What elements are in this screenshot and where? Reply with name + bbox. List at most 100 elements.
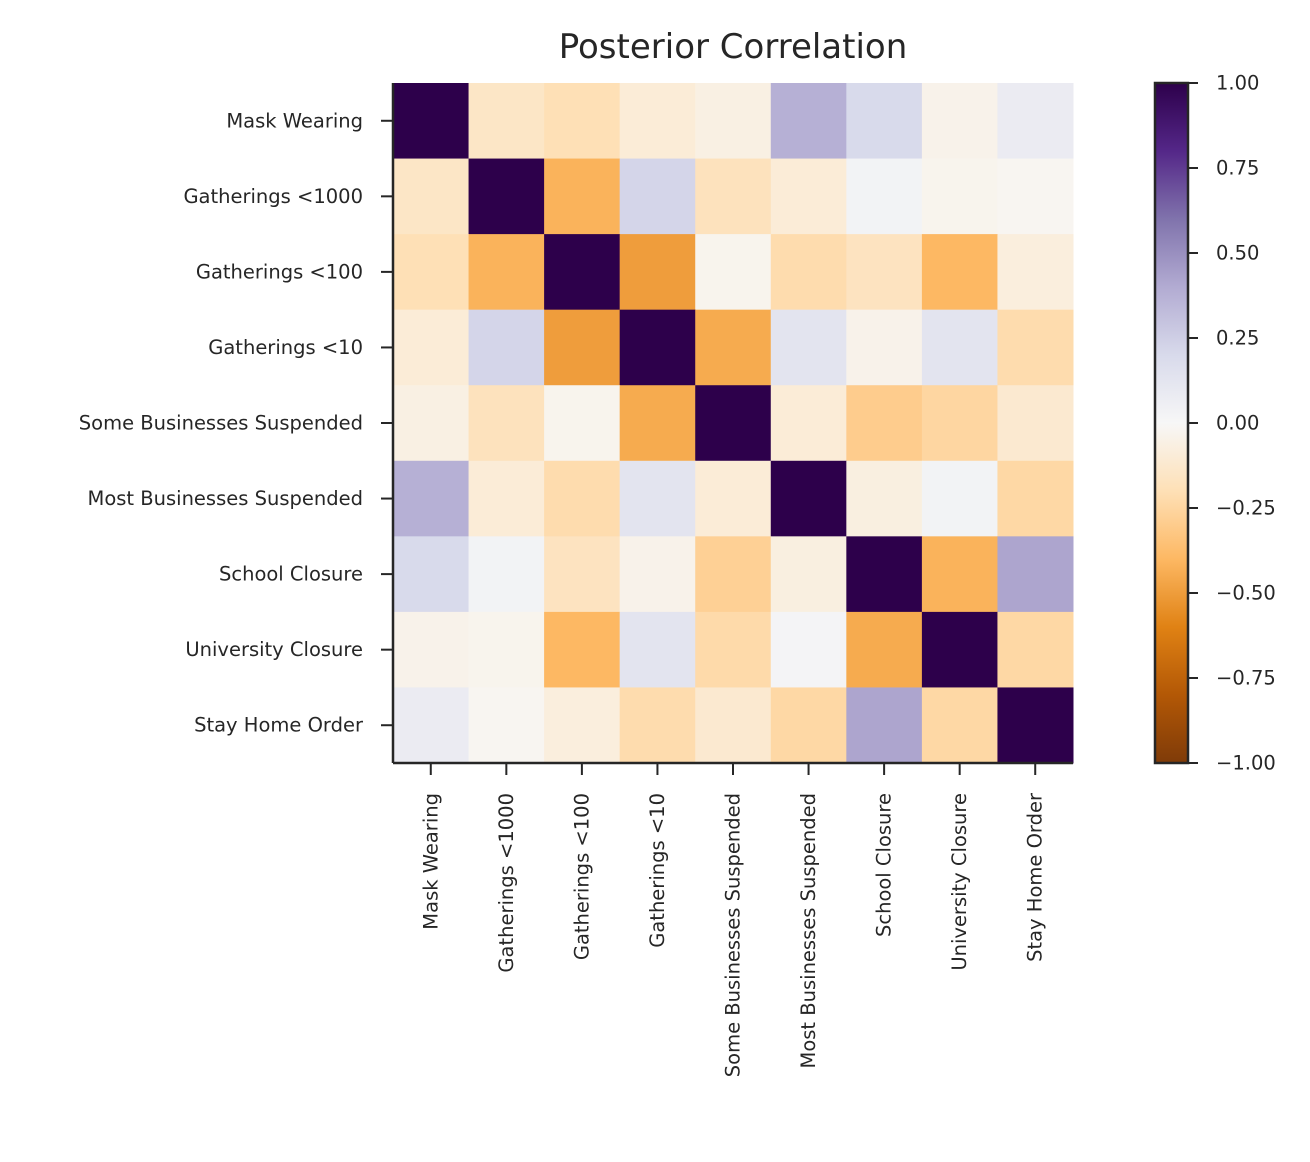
heatmap-cell: [468, 460, 545, 537]
heatmap-cell: [921, 536, 998, 613]
heatmap-cell: [770, 83, 847, 160]
heatmap-cell: [846, 83, 923, 160]
heatmap-cell: [393, 83, 470, 160]
heatmap-cell: [846, 536, 923, 613]
heatmap-cell: [544, 309, 621, 386]
x-tick-labels: Mask Wearing Gatherings <1000 Gatherings <…: [419, 792, 1046, 1077]
heatmap-cell: [921, 611, 998, 688]
heatmap-cell: [468, 385, 545, 462]
heatmap-cell: [770, 611, 847, 688]
heatmap-cell: [393, 611, 470, 688]
heatmap-cell: [770, 460, 847, 537]
heatmap-cell: [619, 611, 696, 688]
heatmap-cell: [393, 536, 470, 613]
x-tick-label: Mask Wearing: [419, 793, 442, 930]
y-tick-label: Gatherings <1000: [183, 185, 363, 208]
heatmap-cell: [544, 83, 621, 160]
x-tick-label: School Closure: [873, 793, 896, 937]
x-tick-label: University Closure: [948, 793, 971, 971]
heatmap-cell: [846, 158, 923, 235]
heatmap-cell: [695, 460, 772, 537]
heatmap-cell: [695, 385, 772, 462]
heatmap-cell: [695, 309, 772, 386]
heatmap-axes: [381, 83, 1073, 775]
heatmap-cell: [468, 234, 545, 311]
x-tick-label: Gatherings <10: [646, 793, 669, 948]
heatmap-cell: [468, 687, 545, 764]
heatmap-cell: [770, 309, 847, 386]
heatmap-cell: [770, 385, 847, 462]
y-tick-label: Stay Home Order: [194, 714, 364, 737]
heatmap-cell: [544, 158, 621, 235]
heatmap-cell: [770, 234, 847, 311]
heatmap-cell: [846, 611, 923, 688]
heatmap-cell: [695, 83, 772, 160]
heatmap-cell: [468, 611, 545, 688]
heatmap-cell: [846, 234, 923, 311]
heatmap-cell: [619, 158, 696, 235]
y-tick-label: School Closure: [219, 563, 363, 586]
heatmap-cell: [393, 309, 470, 386]
heatmap-cell: [544, 611, 621, 688]
heatmap-cell: [921, 158, 998, 235]
heatmap-cell: [921, 460, 998, 537]
heatmap-cell: [695, 158, 772, 235]
heatmap-cell: [695, 687, 772, 764]
heatmap-cell: [619, 460, 696, 537]
heatmap-cell: [619, 83, 696, 160]
heatmap-cell: [544, 234, 621, 311]
heatmap-cell: [544, 687, 621, 764]
heatmap-cell: [846, 309, 923, 386]
heatmap-cell: [544, 460, 621, 537]
x-tick-label: Some Businesses Suspended: [722, 793, 745, 1077]
heatmap-cell: [619, 687, 696, 764]
heatmap-cell: [619, 309, 696, 386]
heatmap-cell: [619, 385, 696, 462]
heatmap-cell: [921, 687, 998, 764]
colorbar-tick-label: 0.75: [1216, 157, 1259, 180]
heatmap-cell: [997, 536, 1074, 613]
heatmap-cell: [619, 536, 696, 613]
heatmap-cell: [846, 385, 923, 462]
y-tick-label: Some Businesses Suspended: [79, 412, 363, 435]
colorbar-tick-label: −0.50: [1216, 582, 1276, 605]
heatmap-cell: [770, 536, 847, 613]
heatmap-cell: [997, 687, 1074, 764]
heatmap-cell: [544, 536, 621, 613]
heatmap-cell: [619, 234, 696, 311]
colorbar: 1.00 0.75 0.50 0.25 0.00 −0.25 −0.50 −0.75 −1.00: [1153, 72, 1276, 775]
heatmap-cell: [393, 234, 470, 311]
y-tick-label: Mask Wearing: [226, 109, 363, 132]
heatmap-cell: [468, 536, 545, 613]
heatmap-cell: [695, 611, 772, 688]
x-tick-label: Gatherings <100: [570, 793, 593, 960]
heatmap-cell: [770, 687, 847, 764]
heatmap-cell: [695, 536, 772, 613]
y-tick-labels: Mask Wearing Gatherings <1000 Gatherings <…: [79, 109, 364, 736]
heatmap-cell: [997, 460, 1074, 537]
x-tick-label: Gatherings <1000: [495, 793, 518, 973]
heatmap-cell: [997, 385, 1074, 462]
heatmap-cell: [770, 158, 847, 235]
colorbar-tick-label: 1.00: [1216, 72, 1259, 95]
heatmap-cell: [846, 460, 923, 537]
heatmap-cell: [921, 234, 998, 311]
heatmap-cell: [393, 158, 470, 235]
colorbar-tick-label: 0.25: [1216, 327, 1259, 350]
heatmap-cell: [468, 83, 545, 160]
colorbar-tick-label: 0.50: [1216, 242, 1259, 265]
heatmap-cell: [997, 309, 1074, 386]
y-tick-label: Gatherings <10: [208, 336, 363, 359]
y-tick-label: Gatherings <100: [196, 260, 363, 283]
heatmap-cell: [846, 687, 923, 764]
heatmap-cell: [997, 83, 1074, 160]
heatmap-cell: [997, 158, 1074, 235]
heatmap-cell: [468, 158, 545, 235]
heatmap-cell: [468, 309, 545, 386]
heatmap-cell: [544, 385, 621, 462]
heatmap-cells: [393, 83, 1074, 764]
heatmap-cell: [921, 83, 998, 160]
chart-title: Posterior Correlation: [559, 27, 908, 67]
